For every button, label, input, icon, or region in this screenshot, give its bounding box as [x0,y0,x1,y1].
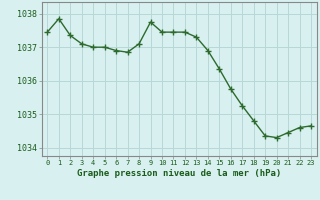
X-axis label: Graphe pression niveau de la mer (hPa): Graphe pression niveau de la mer (hPa) [77,169,281,178]
